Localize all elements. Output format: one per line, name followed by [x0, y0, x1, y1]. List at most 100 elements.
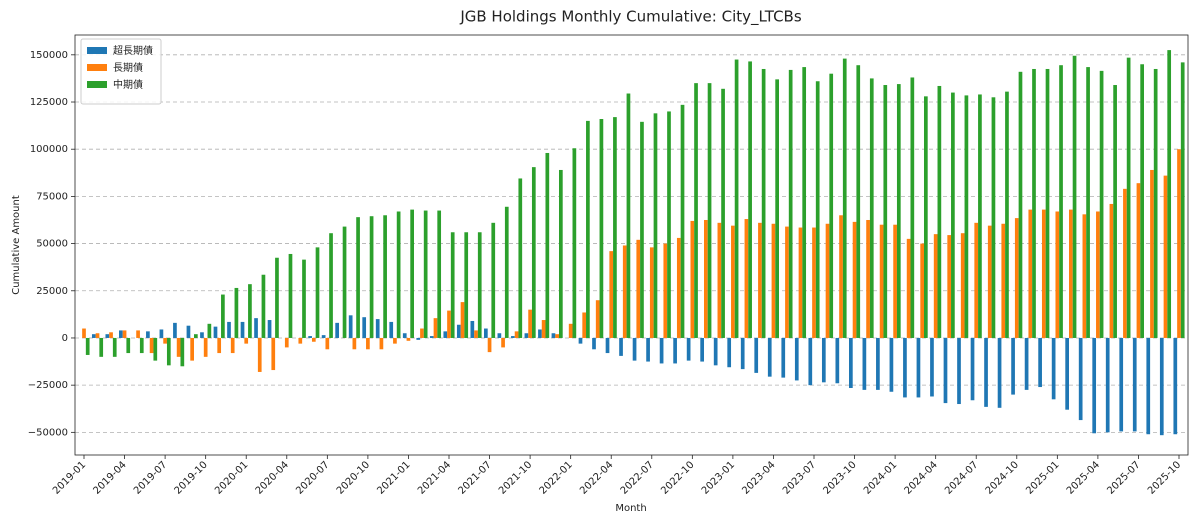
- bar: [893, 224, 897, 338]
- bar: [991, 97, 996, 338]
- bar: [704, 219, 708, 338]
- bar: [139, 337, 144, 354]
- bar: [335, 322, 340, 338]
- bar: [99, 337, 104, 357]
- bar: [119, 330, 123, 338]
- bar: [433, 318, 438, 338]
- bar: [254, 318, 258, 338]
- bar: [721, 88, 725, 338]
- bar: [420, 328, 424, 338]
- x-tick-label: 2022-07: [619, 459, 656, 496]
- bar: [1126, 57, 1131, 338]
- bar: [1113, 85, 1117, 338]
- bar: [153, 337, 158, 361]
- bar: [1159, 337, 1164, 436]
- bar: [1180, 62, 1185, 338]
- bar: [578, 337, 583, 344]
- bar: [1146, 337, 1151, 435]
- bar: [383, 215, 387, 338]
- bar: [375, 319, 380, 338]
- bar: [1005, 91, 1009, 338]
- bar: [744, 219, 749, 338]
- bar: [802, 67, 807, 338]
- x-tick-label: 2024-01: [862, 459, 899, 496]
- bar: [876, 337, 880, 390]
- bar: [568, 323, 573, 338]
- bar: [136, 330, 140, 338]
- bar: [302, 259, 306, 338]
- y-tick-label: −50000: [28, 427, 68, 438]
- bar: [528, 309, 532, 338]
- bar: [1086, 67, 1090, 338]
- y-tick-label: 25000: [36, 286, 68, 297]
- bar: [1051, 337, 1056, 400]
- bar: [896, 84, 901, 338]
- bar: [366, 337, 370, 350]
- bar: [1065, 337, 1070, 410]
- bar: [173, 322, 177, 338]
- y-tick-label: 150000: [30, 50, 68, 61]
- bar: [883, 85, 888, 338]
- bar: [920, 243, 924, 338]
- bars: [82, 50, 1185, 436]
- bar: [947, 235, 952, 338]
- bar: [491, 222, 496, 338]
- bar: [406, 337, 411, 341]
- bar: [518, 178, 523, 338]
- x-tick-label: 2019-07: [132, 459, 169, 496]
- bar: [754, 337, 759, 373]
- bar: [315, 247, 320, 338]
- bar: [700, 337, 705, 362]
- bar: [937, 85, 942, 338]
- bar: [785, 226, 789, 338]
- x-tick-label: 2023-07: [781, 459, 818, 496]
- bar: [680, 104, 685, 338]
- bar: [410, 209, 414, 338]
- bar: [159, 329, 164, 338]
- bar: [815, 81, 820, 338]
- bar: [487, 337, 492, 353]
- bar: [1092, 337, 1097, 434]
- bar: [1132, 337, 1137, 432]
- bar: [504, 206, 509, 338]
- bar: [748, 61, 752, 338]
- bar: [775, 79, 779, 338]
- bar: [555, 334, 559, 338]
- bar: [781, 337, 786, 378]
- bar: [852, 221, 857, 338]
- bar: [1038, 337, 1042, 388]
- bar: [957, 337, 961, 405]
- x-tick-label: 2023-04: [740, 459, 777, 496]
- bar: [808, 337, 813, 386]
- bar: [443, 331, 448, 338]
- bar: [437, 210, 442, 338]
- y-tick-label: −25000: [28, 380, 68, 391]
- bar: [538, 329, 542, 338]
- bar: [267, 320, 272, 338]
- bar: [325, 337, 330, 350]
- bar: [663, 243, 668, 338]
- bar: [1140, 64, 1144, 338]
- bar: [524, 333, 529, 338]
- bar: [761, 68, 766, 338]
- bar: [960, 233, 965, 338]
- x-axis-label: Month: [615, 503, 646, 514]
- x-tick-label: 2025-01: [1024, 459, 1061, 496]
- bar: [200, 332, 204, 338]
- bar: [109, 332, 113, 338]
- bar: [879, 224, 884, 338]
- x-tick-label: 2019-10: [173, 459, 210, 496]
- bar: [95, 333, 100, 338]
- bar: [910, 77, 915, 338]
- bar: [105, 334, 110, 338]
- x-tick-label: 2019-01: [51, 459, 88, 496]
- bar: [829, 73, 834, 338]
- y-tick-label: 50000: [36, 239, 68, 250]
- bar: [180, 337, 185, 367]
- chart-title: JGB Holdings Monthly Cumulative: City_LT…: [459, 8, 802, 27]
- x-tick-label: 2022-04: [578, 459, 615, 496]
- bar: [531, 167, 536, 338]
- bar: [456, 324, 461, 338]
- bar: [1119, 337, 1124, 432]
